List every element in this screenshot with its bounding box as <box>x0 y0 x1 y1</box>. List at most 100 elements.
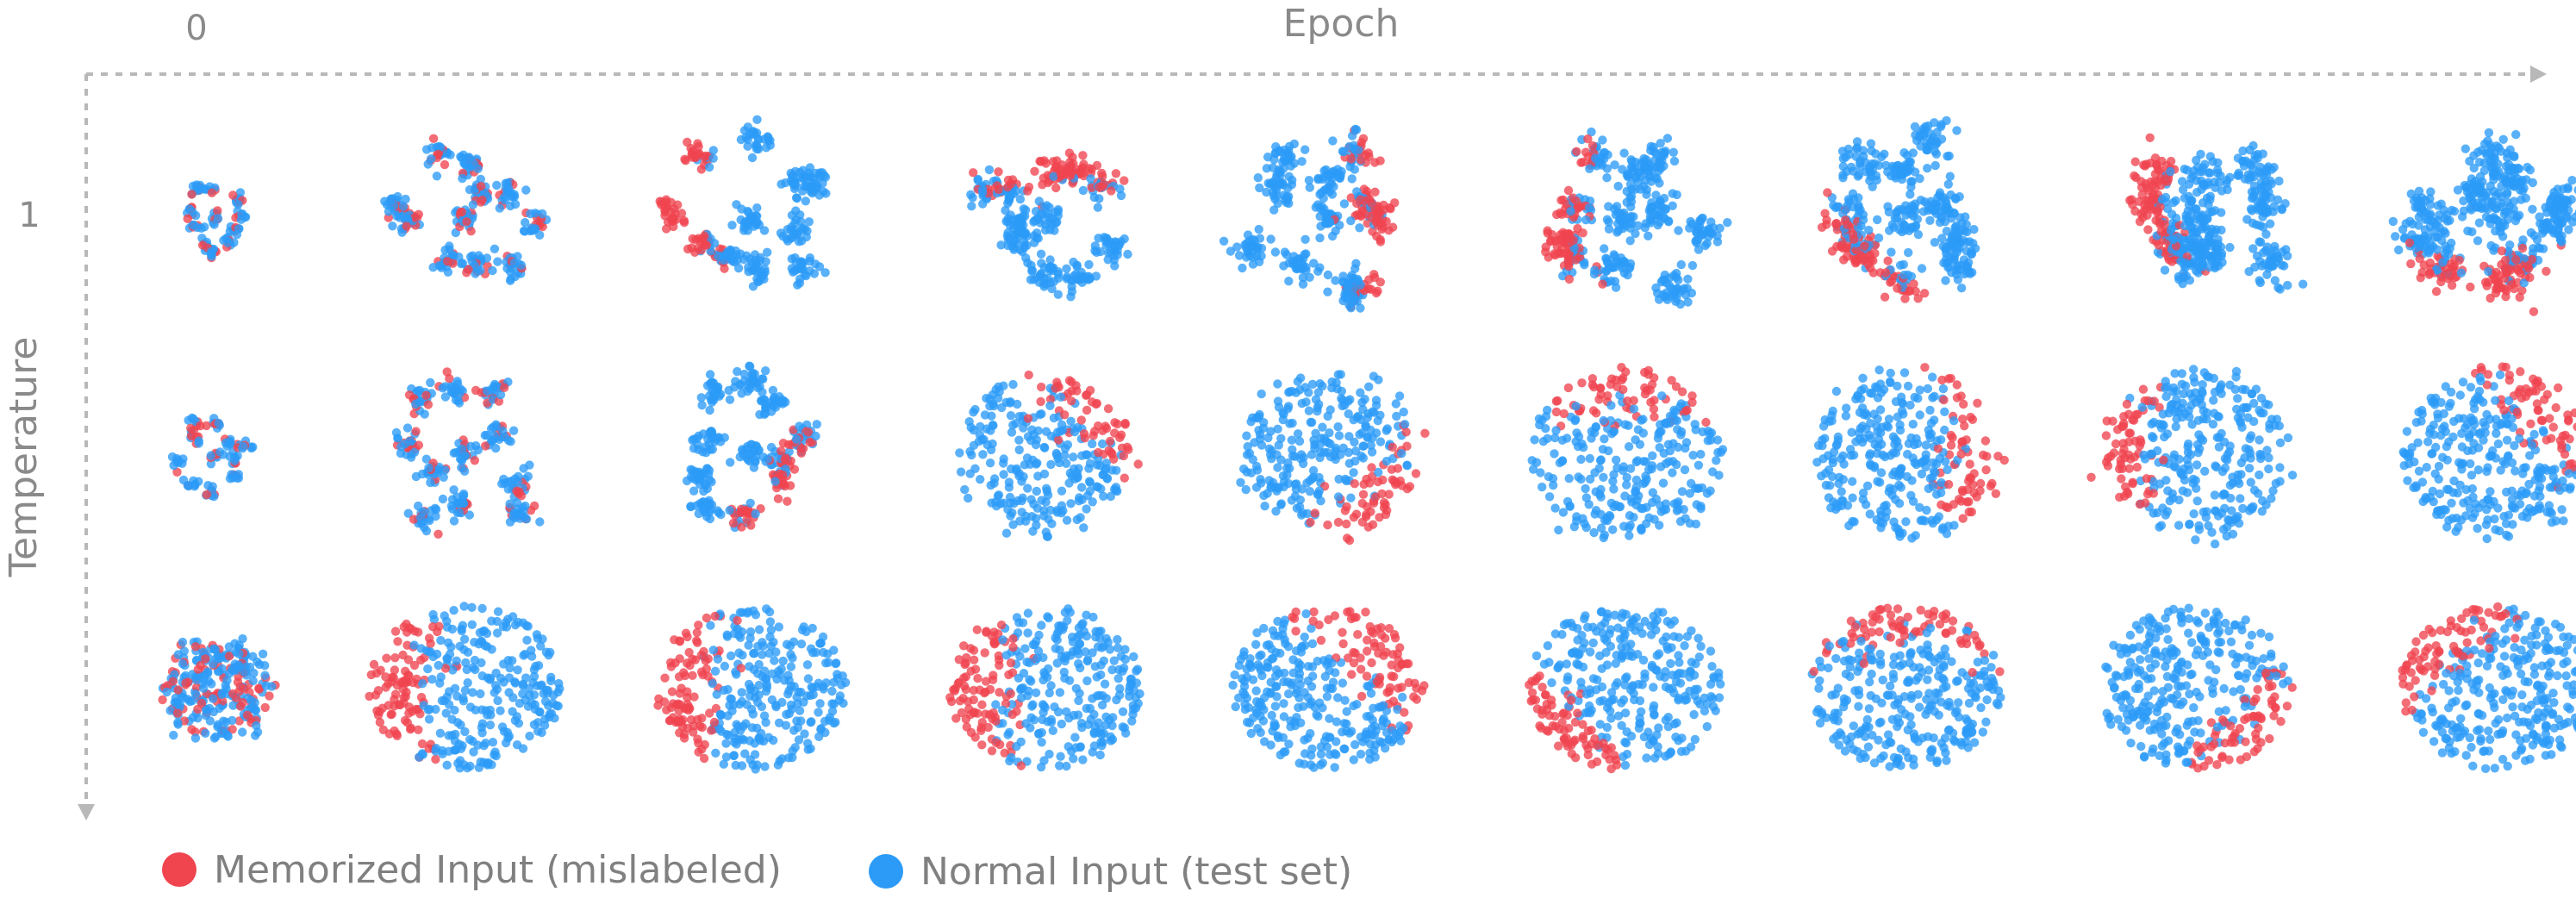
normal-point <box>1344 458 1355 468</box>
memorized-point <box>2127 195 2136 204</box>
normal-point <box>2567 195 2576 204</box>
memorized-point <box>1965 459 1974 469</box>
scatter-panel-r1-c6 <box>1812 363 2009 543</box>
normal-point <box>980 410 990 420</box>
normal-point <box>747 265 758 276</box>
normal-point <box>991 497 1001 507</box>
normal-point <box>1873 215 1882 225</box>
normal-point <box>1923 164 1932 173</box>
normal-point <box>1029 231 1039 240</box>
normal-point <box>1925 405 1935 415</box>
normal-point <box>1023 432 1033 441</box>
normal-point <box>1672 284 1681 294</box>
memorized-point <box>1357 207 1367 216</box>
normal-point <box>788 171 798 180</box>
normal-point <box>234 470 243 479</box>
normal-point <box>2485 140 2495 150</box>
memorized-point <box>2417 267 2427 278</box>
normal-point <box>491 443 501 453</box>
normal-point <box>2198 198 2208 208</box>
memorized-point <box>1346 193 1356 203</box>
normal-point <box>1007 464 1016 474</box>
normal-point <box>172 457 182 467</box>
normal-point <box>1255 434 1265 444</box>
memorized-point <box>1420 428 1430 438</box>
normal-point <box>1344 409 1353 419</box>
normal-point <box>1864 225 1874 235</box>
normal-point <box>1668 201 1677 210</box>
normal-point <box>1579 442 1588 452</box>
normal-point <box>1294 436 1305 446</box>
normal-point <box>1045 278 1055 288</box>
normal-point <box>745 213 755 223</box>
normal-point <box>1254 224 1263 234</box>
normal-point <box>817 168 827 178</box>
normal-point <box>1625 511 1635 521</box>
normal-point <box>2186 243 2196 253</box>
normal-point <box>2505 145 2515 154</box>
normal-point <box>1564 474 1574 483</box>
normal-point <box>1337 386 1347 396</box>
memorized-point <box>2497 246 2507 256</box>
normal-point <box>2491 203 2500 213</box>
normal-point <box>737 389 746 398</box>
normal-point <box>2298 279 2308 289</box>
normal-point <box>1331 454 1340 465</box>
normal-point <box>789 267 798 277</box>
normal-point <box>1009 245 1019 254</box>
normal-point <box>1599 415 1608 426</box>
normal-point <box>1661 505 1671 515</box>
memorized-point <box>202 490 211 500</box>
memorized-point <box>1064 148 1075 158</box>
memorized-point <box>1388 222 1398 232</box>
normal-point <box>1585 453 1595 464</box>
normal-point <box>1036 249 1046 259</box>
memorized-point <box>662 224 671 234</box>
normal-point <box>1576 474 1586 484</box>
normal-point <box>1610 204 1619 214</box>
normal-point <box>1685 519 1695 528</box>
normal-point <box>452 379 463 389</box>
normal-point <box>1658 290 1668 300</box>
normal-point <box>1304 176 1314 185</box>
normal-point <box>1275 146 1284 155</box>
normal-point <box>1045 203 1054 212</box>
memorized-point <box>1993 452 2003 461</box>
normal-point <box>698 447 708 457</box>
memorized-point <box>736 508 745 517</box>
normal-point <box>515 509 525 519</box>
normal-point <box>752 142 762 152</box>
memorized-point <box>1098 182 1107 191</box>
memorized-point <box>1375 156 1385 165</box>
memorized-point <box>1065 171 1076 181</box>
normal-point <box>196 223 206 233</box>
normal-point <box>2426 187 2436 196</box>
memorized-point <box>1310 508 1320 518</box>
memorized-point <box>1840 215 1850 225</box>
normal-point <box>969 440 979 450</box>
scatter-panel-r0-c6 <box>1817 115 1980 303</box>
memorized-point <box>1357 498 1368 508</box>
normal-point <box>1703 436 1713 446</box>
normal-point <box>1712 231 1722 240</box>
memorized-point <box>1111 169 1121 178</box>
normal-point <box>1655 443 1664 452</box>
memorized-point <box>477 195 487 205</box>
normal-point <box>2480 191 2491 201</box>
normal-point <box>1841 411 1851 421</box>
normal-point <box>1686 216 1695 227</box>
normal-point <box>1916 128 1925 138</box>
normal-point <box>1400 420 1410 429</box>
normal-point <box>1626 155 1636 165</box>
normal-point <box>1394 391 1405 401</box>
normal-point <box>2408 219 2417 229</box>
normal-point <box>451 447 461 458</box>
normal-point <box>777 179 786 189</box>
memorized-point <box>720 264 729 273</box>
normal-point <box>747 153 758 163</box>
normal-point <box>1367 447 1377 457</box>
normal-point <box>208 482 217 491</box>
normal-point <box>1026 495 1036 504</box>
normal-point <box>190 480 200 490</box>
normal-point <box>1029 217 1039 227</box>
